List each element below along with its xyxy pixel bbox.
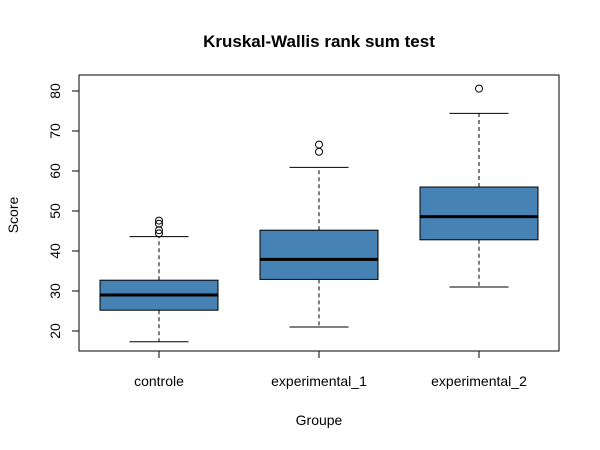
box-experimental_2	[419, 84, 539, 288]
outlier-point	[155, 216, 163, 225]
iqr-box	[259, 229, 379, 280]
box-experimental_1	[259, 140, 379, 328]
y-tick-label: 30	[47, 283, 63, 299]
outlier-point	[155, 226, 163, 235]
outlier-point	[155, 219, 163, 228]
outlier-point	[315, 140, 323, 149]
outlier-point	[155, 229, 163, 238]
x-tick-label: controle	[134, 373, 184, 389]
outlier-point	[475, 84, 483, 93]
y-tick-label: 80	[47, 83, 63, 99]
y-tick-label: 40	[47, 243, 63, 259]
y-tick-label: 70	[47, 123, 63, 139]
y-tick-label: 50	[47, 203, 63, 219]
boxes-layer	[99, 84, 539, 343]
y-tick-label: 20	[47, 323, 63, 339]
chart-title: Kruskal-Wallis rank sum test	[203, 32, 435, 51]
x-axis-label: Groupe	[296, 412, 343, 428]
x-tick-label: experimental_1	[271, 373, 367, 389]
outlier-point	[315, 147, 323, 156]
iqr-box	[419, 186, 539, 241]
x-axis: controle experimental_1 experimental_2	[134, 350, 527, 389]
y-axis: 20 30 40 50 60 70 80	[47, 83, 80, 339]
box-controle	[99, 216, 219, 343]
x-tick-label: experimental_2	[431, 373, 527, 389]
y-axis-label: Score	[5, 197, 21, 234]
y-tick-label: 60	[47, 163, 63, 179]
